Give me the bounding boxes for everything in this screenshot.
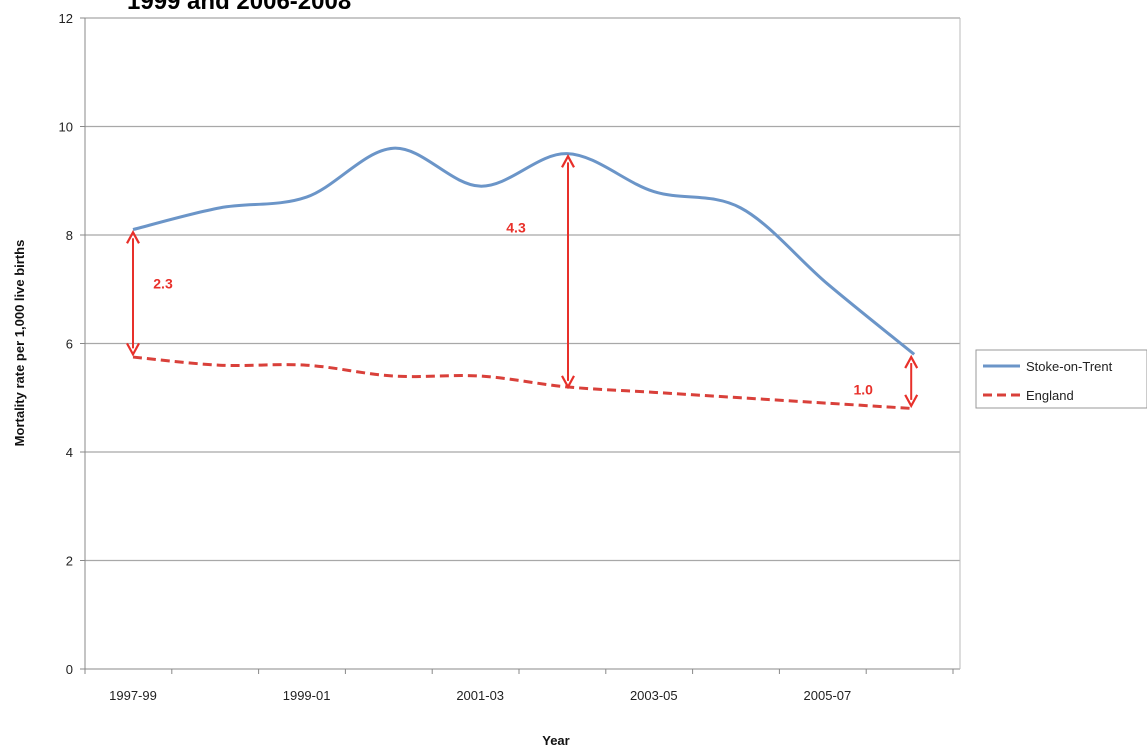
y-tick-label: 6 bbox=[66, 337, 73, 352]
gap-arrow-head-top bbox=[126, 229, 140, 244]
x-axis-ticks: 1997-99 1999-01 2001-03 2003-05 2005-07 bbox=[84, 669, 954, 703]
x-tick-label: 1997-99 bbox=[109, 688, 157, 703]
y-tick-label: 0 bbox=[66, 662, 73, 677]
legend: Stoke-on-Trent England bbox=[975, 349, 1147, 409]
gap-annotation: 4.3 bbox=[506, 154, 575, 390]
gap-annotation: 2.3 bbox=[126, 229, 173, 357]
legend-label-stoke-on-trent: Stoke-on-Trent bbox=[1026, 359, 1113, 374]
gap-label: 2.3 bbox=[153, 275, 173, 291]
series-line-england bbox=[132, 355, 915, 411]
series-line-stoke-on-trent bbox=[132, 146, 916, 356]
gridlines bbox=[85, 17, 960, 562]
x-tick-label: 2003-05 bbox=[630, 688, 678, 703]
gap-arrow-head-top bbox=[561, 154, 575, 168]
x-tick-label: 2001-03 bbox=[456, 688, 504, 703]
y-tick-label: 4 bbox=[66, 445, 73, 460]
gap-label: 4.3 bbox=[506, 220, 526, 236]
y-tick-label: 2 bbox=[66, 554, 73, 569]
gap-label: 1.0 bbox=[853, 381, 873, 397]
y-axis-ticks: 0 2 4 6 8 10 12 bbox=[59, 11, 85, 677]
gap-arrow-head-bottom bbox=[904, 394, 919, 409]
annotations: 2.3 4.3 1.0 bbox=[126, 154, 919, 409]
gap-arrow-head-bottom bbox=[561, 375, 575, 390]
series-layer bbox=[132, 146, 916, 411]
gap-arrow-head-top bbox=[904, 354, 919, 369]
gap-arrow-head-bottom bbox=[126, 342, 140, 357]
x-tick-label: 1999-01 bbox=[283, 688, 331, 703]
y-tick-label: 8 bbox=[66, 228, 73, 243]
y-tick-label: 10 bbox=[59, 120, 73, 135]
y-tick-label: 12 bbox=[59, 11, 73, 26]
chart-title: 1999 and 2006-2008 bbox=[127, 0, 351, 15]
gap-annotation: 1.0 bbox=[853, 354, 919, 409]
x-tick-label: 2005-07 bbox=[804, 688, 852, 703]
y-axis-title: Mortality rate per 1,000 live births bbox=[12, 240, 27, 447]
x-axis-title: Year bbox=[542, 733, 569, 748]
legend-label-england: England bbox=[1026, 388, 1074, 403]
